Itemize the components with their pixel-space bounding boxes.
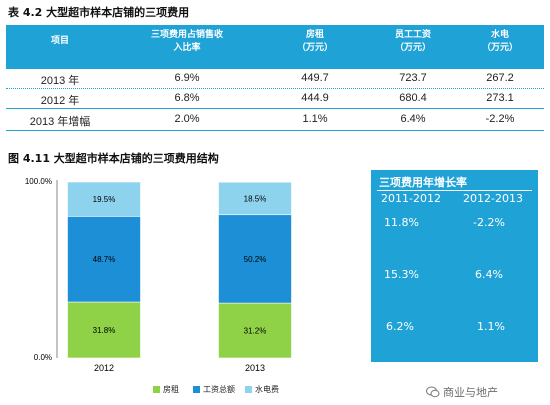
- legend-item-utilities: 水电费: [245, 384, 279, 395]
- bar-value-label: 18.5%: [244, 194, 267, 203]
- table-cell: 2013 年: [40, 75, 80, 87]
- table-cell: 723.7: [399, 72, 427, 84]
- table-cell: 680.4: [399, 92, 427, 104]
- stacked-bar-chart: 100.0% 0.0% 31.8% 48.7% 19.5% 2012 31.2% 50.2…: [25, 177, 292, 373]
- header-expense-ratio: 三项费用占销售收 入比率: [150, 30, 223, 53]
- table-cell: 6.8%: [174, 92, 200, 104]
- row-divider: [6, 88, 544, 89]
- table-header-row: 项目 三项费用占销售收 入比率 房租 （万元） 员工工资 （万元） 水电 （万元）: [6, 25, 544, 69]
- table-cell: 2013 年增幅: [29, 116, 91, 128]
- growth-value: 6.4%: [475, 268, 503, 281]
- header-utilities: 水电 （万元）: [481, 30, 518, 53]
- growth-col-header: 2011-2012: [381, 192, 441, 205]
- table-cell: -2.2%: [485, 113, 515, 125]
- header-item: 项目: [50, 36, 69, 46]
- growth-value: 15.3%: [384, 268, 419, 281]
- table-cell: 2012 年: [40, 95, 80, 107]
- table-cell: 1.1%: [302, 113, 328, 125]
- table-bottom-border: [6, 130, 544, 131]
- figure-title: 图 4.11 大型超市样本店铺的三项费用结构: [8, 152, 219, 165]
- bar-segment: [218, 181, 292, 216]
- y-tick-label: 100.0%: [25, 177, 52, 186]
- table-cell: 2.0%: [174, 113, 200, 125]
- growth-value: 1.1%: [477, 320, 505, 333]
- bar-segment: [218, 302, 292, 359]
- table-row-2012: 2012 年 6.8% 444.9 680.4 273.1: [6, 89, 544, 108]
- y-tick-label: 0.0%: [34, 353, 52, 362]
- growth-col-header: 2012-2013: [463, 192, 523, 205]
- bars-group: 31.8% 48.7% 19.5% 2012 31.2% 50.2% 18.5% 2013: [67, 181, 292, 373]
- table-cell: 444.9: [301, 92, 329, 104]
- growth-value: 6.2%: [386, 320, 414, 333]
- bar-value-label: 19.5%: [93, 195, 116, 204]
- table-cell: 6.9%: [174, 72, 200, 84]
- growth-box-title: 三项费用年增长率: [379, 176, 467, 189]
- bar-segment: [67, 181, 141, 217]
- growth-box-divider: [377, 190, 532, 191]
- table-cell: 449.7: [301, 72, 329, 84]
- row-divider: [6, 108, 544, 109]
- bar-value-label: 50.2%: [244, 255, 267, 264]
- table-row-growth: 2013 年增幅 2.0% 1.1% 6.4% -2.2%: [6, 110, 544, 129]
- table-cell: 267.2: [486, 72, 514, 84]
- legend-item-rent: 房租: [153, 384, 179, 395]
- table-title: 表 4.2 大型超市样本店铺的三项费用: [8, 6, 190, 19]
- bar-segment: [67, 216, 141, 303]
- legend-swatch: [193, 386, 200, 393]
- legend-swatch: [245, 386, 252, 393]
- growth-value: 11.8%: [384, 216, 419, 229]
- header-wages: 员工工资 （万元）: [394, 30, 431, 53]
- bar-segment: [218, 214, 292, 304]
- x-category-label: 2012: [94, 363, 114, 373]
- x-category-label: 2013: [245, 363, 265, 373]
- growth-value: -2.2%: [473, 216, 505, 229]
- growth-rate-box: 三项费用年增长率 2011-2012 2012-2013 11.8% -2.2%…: [371, 170, 538, 362]
- legend-swatch: [153, 386, 160, 393]
- watermark: 商业与地产: [426, 384, 498, 401]
- bar-value-label: 31.2%: [244, 327, 267, 336]
- header-rent: 房租 （万元）: [296, 30, 333, 53]
- table-row-2013: 2013 年 6.9% 449.7 723.7 267.2: [6, 69, 544, 88]
- wechat-icon: [426, 386, 440, 401]
- bar-value-label: 48.7%: [93, 255, 116, 264]
- table-cell: 273.1: [486, 92, 514, 104]
- bar-value-label: 31.8%: [93, 326, 116, 335]
- legend-item-wages: 工资总额: [193, 384, 235, 395]
- table-cell: 6.4%: [400, 113, 426, 125]
